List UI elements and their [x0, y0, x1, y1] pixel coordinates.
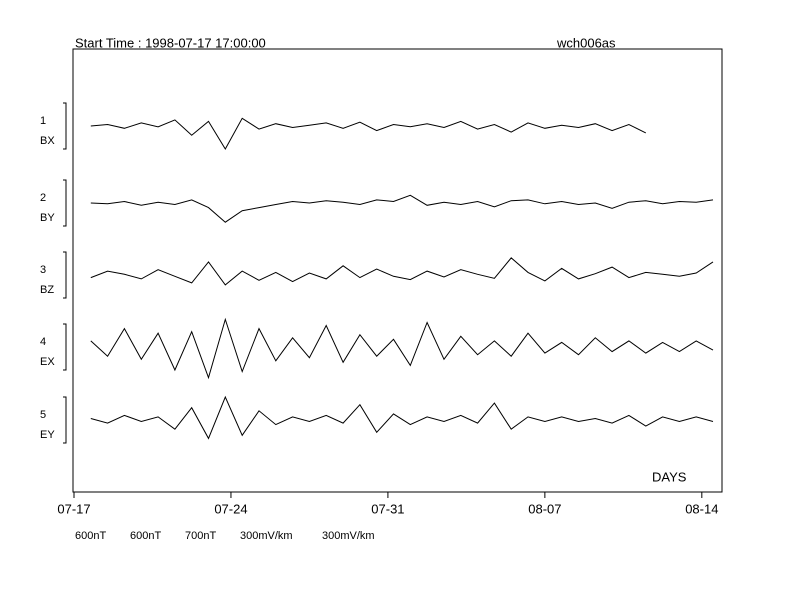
x-tick-label: 08-07	[528, 501, 561, 516]
channel-name: BX	[40, 135, 55, 147]
x-tick-label: 08-14	[685, 501, 718, 516]
scale-bar	[63, 179, 67, 227]
scale-bar	[63, 251, 67, 299]
scale-bar	[63, 323, 67, 371]
channel-number: 2	[40, 192, 46, 204]
scale-label: 300mV/km	[240, 530, 293, 542]
channel-name: EY	[40, 429, 55, 441]
trace	[90, 117, 647, 150]
trace	[90, 395, 714, 440]
scale-bar	[63, 102, 67, 150]
channel-number: 4	[40, 336, 46, 348]
x-tick-label: 07-31	[371, 501, 404, 516]
x-tick-label: 07-24	[214, 501, 247, 516]
scale-label: 600nT	[130, 530, 161, 542]
chart-title: Start Time : 1998-07-17 17:00:00	[75, 35, 266, 50]
plot-frame	[72, 48, 723, 493]
scale-label: 300mV/km	[322, 530, 375, 542]
scale-label: 600nT	[75, 530, 106, 542]
channel-name: EX	[40, 356, 55, 368]
channel-number: 1	[40, 115, 46, 127]
channel-name: BZ	[40, 284, 54, 296]
scale-label: 700nT	[185, 530, 216, 542]
channel-number: 3	[40, 264, 46, 276]
chart-subtitle: wch006as	[556, 35, 616, 50]
scale-bar	[63, 396, 67, 444]
trace	[90, 317, 714, 380]
channel-number: 5	[40, 409, 46, 421]
channel-name: BY	[40, 212, 55, 224]
trace	[90, 257, 714, 286]
x-tick-label: 07-17	[57, 501, 90, 516]
x-axis-label: DAYS	[652, 469, 687, 484]
trace	[90, 194, 714, 223]
